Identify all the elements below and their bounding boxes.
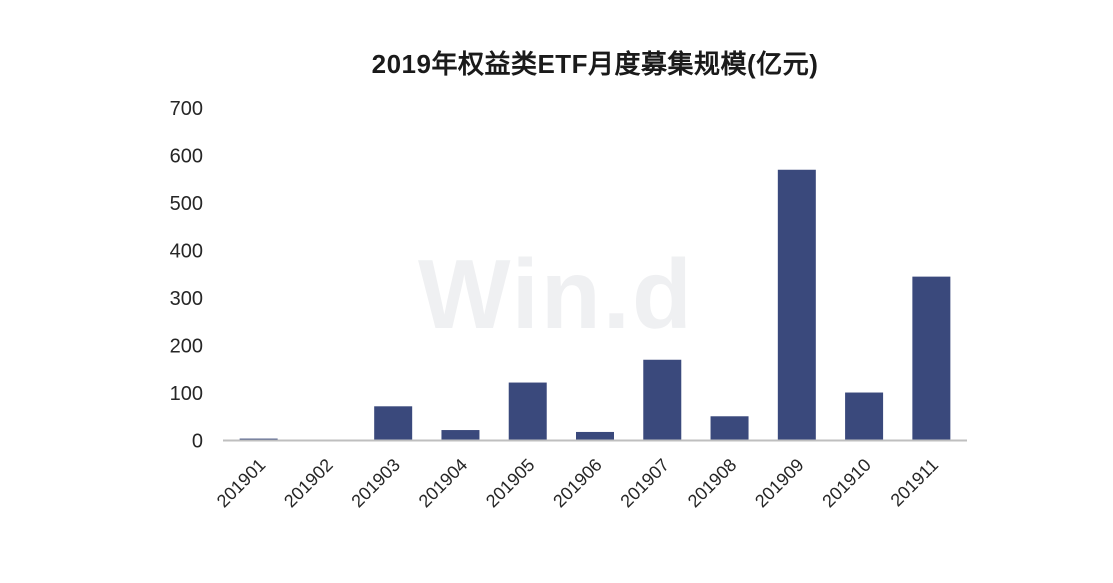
y-tick-label-200: 200 [170,336,203,358]
x-tick-label-201906: 201906 [549,455,606,512]
bar-201906 [576,431,614,441]
x-tick-label-201911: 201911 [887,455,943,511]
bar-201907 [643,359,682,441]
y-tick-label-0: 0 [192,431,203,453]
bar-201910 [845,392,884,441]
x-tick-label-201909: 201909 [751,455,808,512]
y-tick-label-700: 700 [170,98,203,120]
y-tick-label-600: 600 [170,146,203,168]
x-tick-label-201905: 201905 [482,455,539,512]
x-tick-label-201902: 201902 [280,455,337,512]
wind-watermark: Win.d [418,239,694,349]
y-tick-label-500: 500 [170,193,203,215]
y-tick-label-400: 400 [170,241,203,263]
bar-201903 [374,406,413,441]
y-tick-label-100: 100 [170,383,203,405]
x-tick-label-201910: 201910 [818,455,875,512]
chart-title: 2019年权益类ETF月度募集规模(亿元) [371,49,819,79]
x-tick-label-201907: 201907 [616,455,673,512]
x-tick-label-201904: 201904 [415,455,472,512]
bar-201909 [777,169,816,441]
x-tick-label-201903: 201903 [347,455,404,512]
bar-201904 [441,430,480,441]
bar-201908 [710,416,749,441]
y-tick-label-300: 300 [170,288,203,310]
bar-201905 [508,382,547,441]
x-tick-label-201908: 201908 [684,455,741,512]
bar-201911 [912,276,951,441]
x-tick-label-201901: 201901 [213,455,270,512]
